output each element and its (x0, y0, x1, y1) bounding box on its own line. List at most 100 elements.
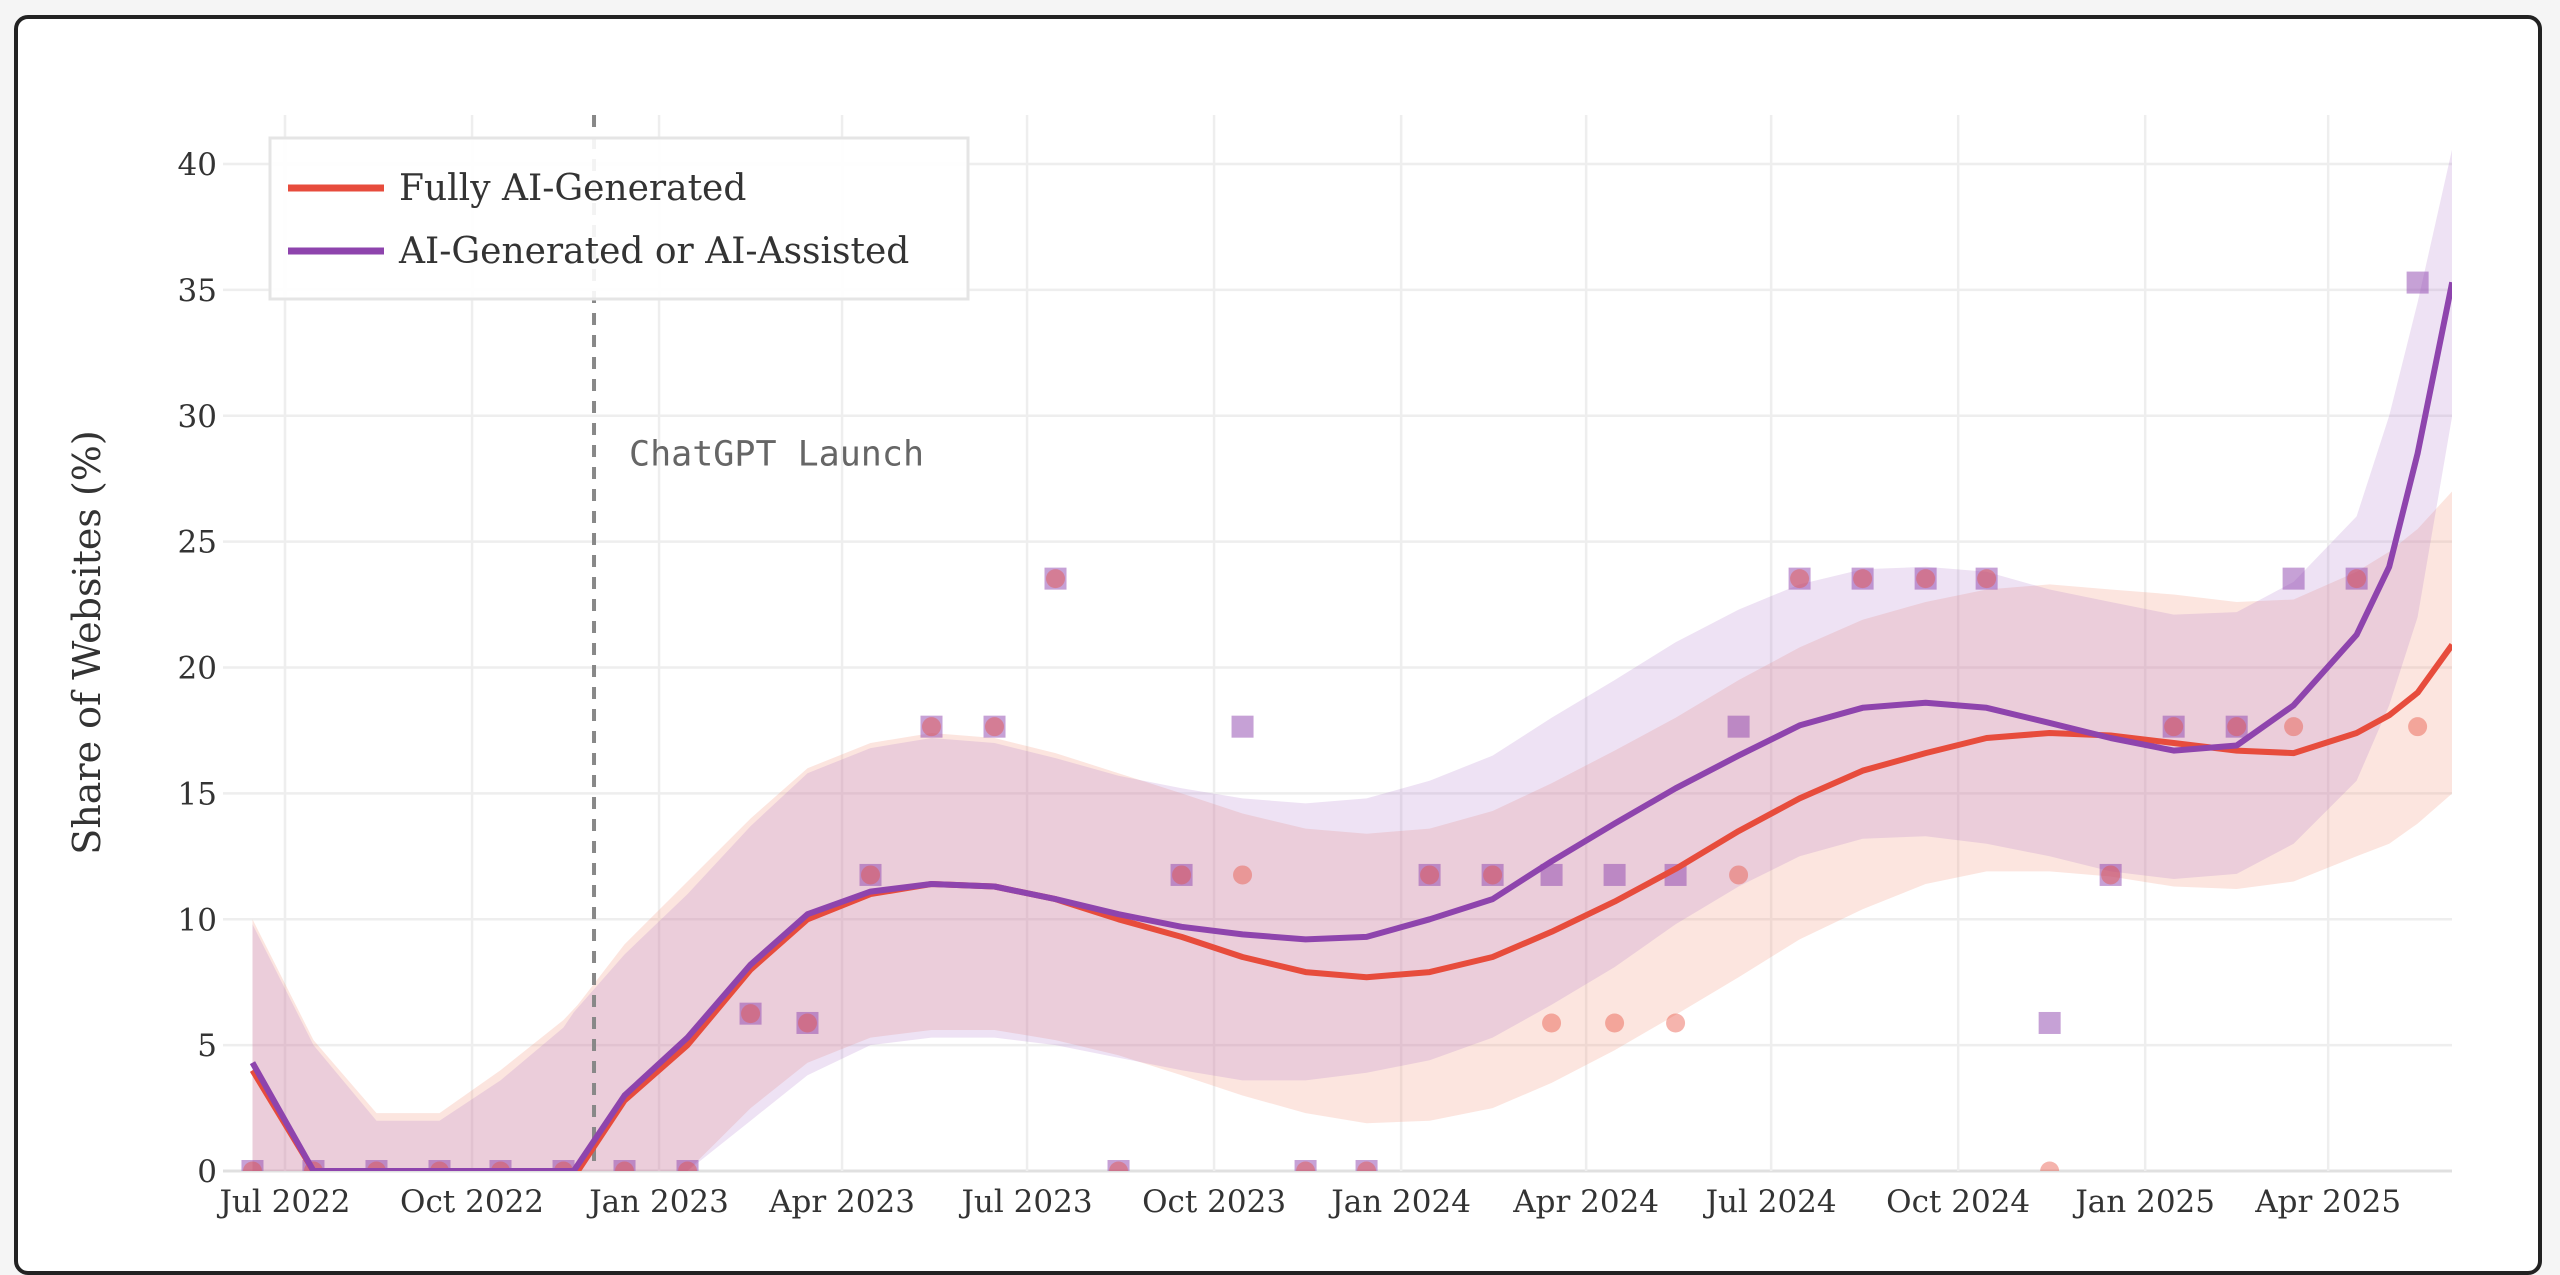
marker-fully-ai (242, 1161, 262, 1171)
legend: Fully AI-Generated AI-Generated or AI-As… (268, 136, 970, 301)
marker-ai-assisted (859, 863, 882, 886)
fit-line-fully-ai (249, 643, 2452, 1171)
marker-ai-assisted (1294, 1160, 1317, 1171)
x-tick-label: Jul 2022 (216, 1184, 350, 1220)
marker-ai-assisted (2162, 715, 2185, 738)
marker-fully-ai (985, 717, 1005, 737)
marker-fully-ai (1233, 865, 1253, 885)
marker-ai-assisted (241, 1160, 264, 1171)
y-tick-label: 10 (178, 902, 217, 938)
marker-fully-ai (1790, 569, 1810, 589)
marker-fully-ai (1542, 1013, 1562, 1033)
ci-band-ai-assisted (252, 149, 2452, 1171)
marker-fully-ai (1109, 1161, 1129, 1171)
marker-fully-ai (741, 1004, 761, 1024)
chatgpt-launch-label: ChatGPT Launch (629, 435, 924, 475)
marker-fully-ai (2408, 717, 2428, 737)
marker-fully-ai (2284, 717, 2304, 737)
marker-fully-ai (2227, 717, 2247, 737)
marker-ai-assisted (1851, 567, 1874, 590)
y-axis-title: Share of Websites (%) (65, 430, 109, 854)
marker-ai-assisted (2038, 1011, 2061, 1034)
marker-fully-ai (2101, 865, 2121, 885)
marker-ai-assisted (2099, 863, 2122, 886)
marker-fully-ai (1977, 569, 1997, 589)
y-tick-label: 20 (178, 651, 217, 687)
x-tick-label: Jan 2025 (2072, 1184, 2215, 1220)
marker-ai-assisted (1107, 1160, 1130, 1171)
marker-ai-assisted (796, 1011, 819, 1034)
x-tick-labels: Jul 2022 Oct 2022 Jan 2023 Apr 2023 Jul 2023… (216, 1184, 2401, 1220)
marker-fully-ai (2040, 1161, 2060, 1171)
marker-ai-assisted (1044, 567, 1067, 590)
marker-ai-assisted (489, 1160, 512, 1171)
x-tick-label: Apr 2025 (2254, 1184, 2401, 1220)
marker-ai-assisted (1170, 863, 1193, 886)
x-tick-label: Apr 2024 (1512, 1184, 1659, 1220)
marker-ai-assisted (676, 1160, 699, 1171)
marker-ai-assisted (920, 715, 943, 738)
x-tick-label: Oct 2023 (1142, 1184, 1286, 1220)
marker-ai-assisted (1975, 567, 1998, 590)
fit-lines (249, 281, 2452, 1171)
marker-fully-ai (1853, 569, 1873, 589)
marker-fully-ai (921, 717, 941, 737)
x-tick-label: Oct 2022 (400, 1184, 544, 1220)
legend-item-ai-assisted[interactable]: AI-Generated or AI-Assisted (288, 231, 909, 272)
marker-ai-assisted (1914, 567, 1937, 590)
legend-item-fully-ai[interactable]: Fully AI-Generated (288, 168, 746, 209)
marker-ai-assisted (1481, 863, 1504, 886)
marker-fully-ai (1296, 1161, 1316, 1171)
marker-fully-ai (797, 1013, 817, 1033)
marker-ai-assisted (1727, 715, 1750, 738)
marker-ai-assisted (428, 1160, 451, 1171)
x-tick-label: Jan 2024 (1328, 1184, 1471, 1220)
x-tick-label: Apr 2023 (768, 1184, 915, 1220)
marker-ai-assisted (1603, 863, 1626, 886)
ci-band-fully-ai (252, 491, 2452, 1171)
marker-ai-assisted (2282, 567, 2305, 590)
marker-ai-assisted (739, 1002, 762, 1025)
marker-fully-ai (1172, 865, 1192, 885)
x-tick-label: Jul 2023 (959, 1184, 1093, 1220)
y-tick-label: 15 (178, 776, 217, 812)
legend-label-ai-assisted: AI-Generated or AI-Assisted (398, 231, 909, 272)
y-tick-label: 25 (178, 525, 217, 561)
marker-fully-ai (1916, 569, 1936, 589)
x-tick-label: Jan 2023 (586, 1184, 729, 1220)
marker-ai-assisted (613, 1160, 636, 1171)
marker-ai-assisted (2225, 715, 2248, 738)
y-tick-label: 35 (178, 273, 217, 309)
marker-fully-ai (615, 1161, 635, 1171)
y-tick-label: 0 (197, 1154, 217, 1190)
fit-line-ai-assisted (249, 281, 2452, 1171)
marker-fully-ai (2164, 717, 2184, 737)
observed-markers (241, 271, 2429, 1171)
legend-label-fully-ai: Fully AI-Generated (399, 168, 746, 209)
marker-ai-assisted (2345, 567, 2368, 590)
x-tick-label: Jul 2024 (1703, 1184, 1837, 1220)
marker-fully-ai (2347, 569, 2367, 589)
marker-fully-ai (678, 1161, 698, 1171)
y-tick-labels: 0 5 10 15 20 25 30 35 40 (178, 147, 217, 1190)
marker-fully-ai (1357, 1161, 1377, 1171)
chart: ChatGPT Launch 0 5 10 15 20 25 30 35 40 Jul 2022… (65, 115, 2452, 1220)
marker-ai-assisted (552, 1160, 575, 1171)
marker-fully-ai (1605, 1013, 1625, 1033)
y-tick-label: 5 (197, 1028, 217, 1064)
marker-ai-assisted (1355, 1160, 1378, 1171)
legend-box (268, 136, 970, 301)
marker-fully-ai (1666, 1013, 1686, 1033)
marker-fully-ai (1420, 865, 1440, 885)
marker-ai-assisted (983, 715, 1006, 738)
x-tick-label: Oct 2024 (1886, 1184, 2030, 1220)
marker-ai-assisted (365, 1160, 388, 1171)
marker-fully-ai (861, 865, 881, 885)
marker-fully-ai (1046, 569, 1066, 589)
marker-ai-assisted (1788, 567, 1811, 590)
marker-ai-assisted (1540, 863, 1563, 886)
y-tick-label: 30 (178, 399, 217, 435)
confidence-bands (252, 149, 2452, 1171)
marker-ai-assisted (1418, 863, 1441, 886)
marker-ai-assisted (2406, 271, 2429, 294)
